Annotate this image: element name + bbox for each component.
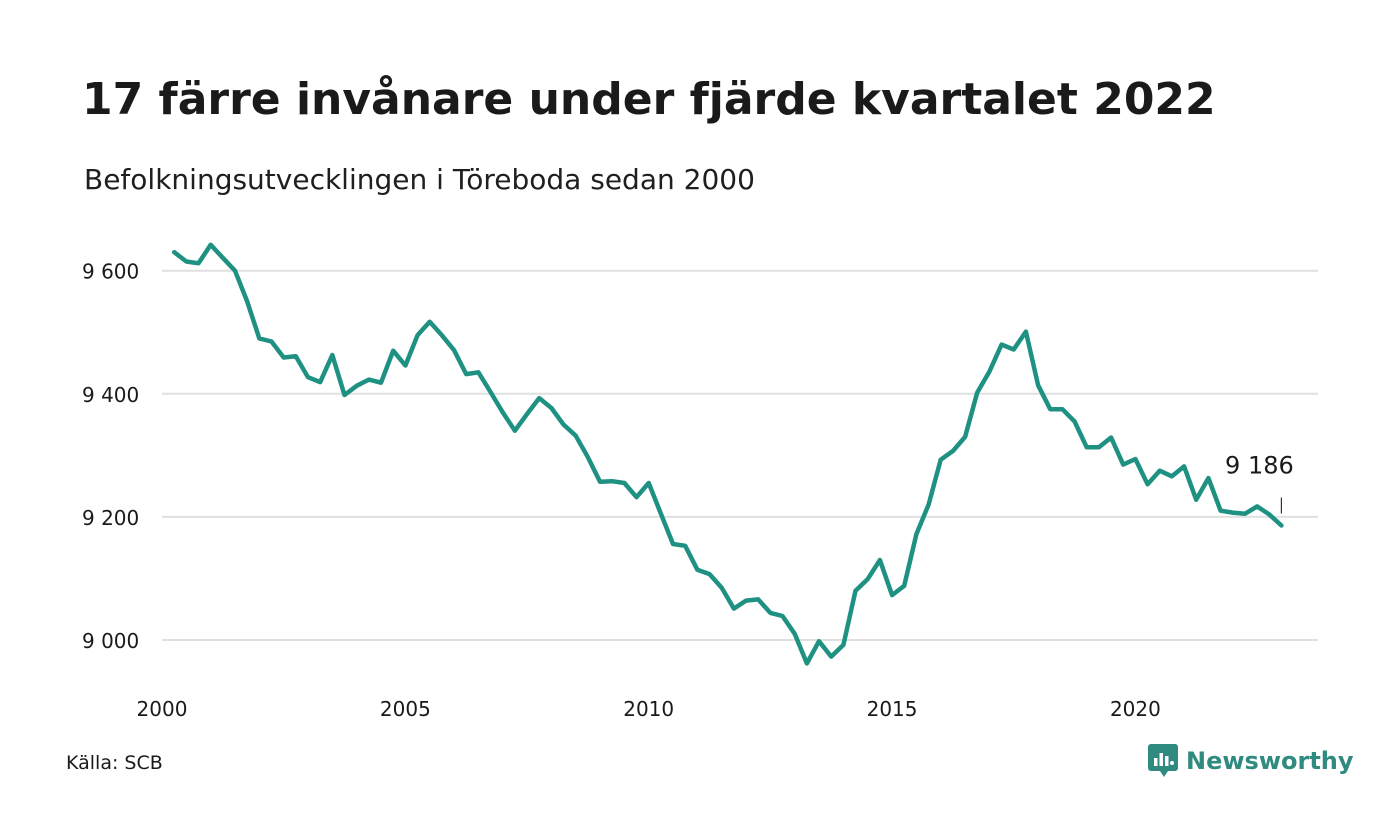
- gridlines: [162, 269, 1318, 641]
- y-axis-tick-labels: 9 000 9 200 9 400 9 600: [82, 260, 139, 653]
- newsworthy-logo-icon: [1148, 744, 1178, 777]
- brand-logo: Newsworthy: [1148, 744, 1354, 778]
- chart-subtitle: Befolkningsutvecklingen i Töreboda sedan…: [84, 163, 755, 196]
- x-axis-tick-labels: 2000 2005 2010 2015 2020: [137, 697, 1161, 721]
- x-tick-label: 2020: [1110, 697, 1161, 721]
- chart-title: 17 färre invånare under fjärde kvartalet…: [82, 74, 1216, 125]
- end-value-label: 9 186: [1225, 452, 1294, 480]
- y-tick-label: 9 000: [82, 629, 139, 653]
- population-line: [171, 242, 1284, 666]
- y-tick-label: 9 400: [82, 383, 139, 407]
- y-tick-label: 9 600: [82, 260, 139, 284]
- y-tick-label: 9 200: [82, 506, 139, 530]
- x-tick-label: 2015: [867, 697, 918, 721]
- source-note: Källa: SCB: [66, 752, 163, 774]
- brand-name: Newsworthy: [1186, 747, 1354, 775]
- x-tick-label: 2010: [623, 697, 674, 721]
- x-tick-label: 2000: [137, 697, 188, 721]
- x-tick-label: 2005: [380, 697, 431, 721]
